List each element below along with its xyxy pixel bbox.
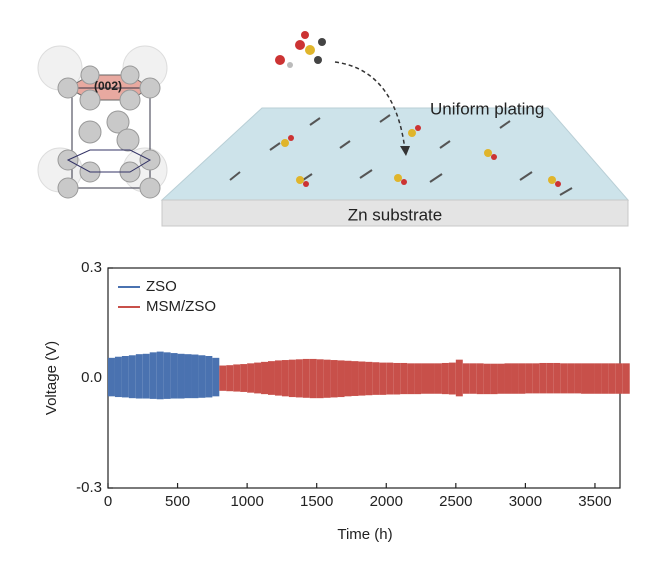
voltage-band <box>316 359 324 399</box>
voltage-band <box>121 356 129 398</box>
voltage-band <box>281 360 289 397</box>
voltage-band <box>622 363 630 394</box>
voltage-band <box>469 363 477 394</box>
voltage-band <box>414 363 422 395</box>
voltage-band <box>247 363 255 393</box>
voltage-band <box>553 362 561 394</box>
voltage-band <box>295 359 303 398</box>
x-tick-label: 1000 <box>230 493 263 510</box>
voltage-band <box>546 362 554 394</box>
y-axis-label: Voltage (V) <box>43 341 60 415</box>
voltage-band <box>608 363 616 394</box>
x-tick-label: 500 <box>165 493 190 510</box>
voltage-band <box>344 360 352 397</box>
voltage-band <box>441 362 449 395</box>
arrow-head <box>400 146 410 156</box>
voltage-band <box>156 351 164 400</box>
voltage-band <box>615 363 623 394</box>
voltage-band <box>261 361 268 395</box>
y-tick-label: 0.0 <box>81 369 102 386</box>
voltage-band <box>581 363 588 394</box>
voltage-band <box>268 361 275 395</box>
voltage-band <box>588 363 595 394</box>
voltage-band <box>476 363 484 395</box>
voltage-band <box>462 363 470 394</box>
voltage-band <box>254 362 262 394</box>
x-tick-label: 2000 <box>370 493 403 510</box>
x-tick-label: 1500 <box>300 493 333 510</box>
voltage-band <box>421 363 428 394</box>
voltage-band <box>240 364 248 392</box>
voltage-band <box>497 363 505 394</box>
voltage-band <box>191 354 199 399</box>
voltage-band <box>490 363 498 395</box>
voltage-band <box>149 352 157 399</box>
voltage-band <box>560 363 568 394</box>
voltage-band <box>400 362 408 395</box>
voltage-band <box>532 363 540 394</box>
voltage-band <box>330 360 338 398</box>
voltage-band <box>205 356 213 398</box>
voltage-band <box>274 360 282 396</box>
voltage-band <box>434 363 442 394</box>
voltage-band <box>525 363 533 394</box>
substrate-label: Zn substrate <box>348 205 443 224</box>
legend-label: MSM/ZSO <box>146 298 216 315</box>
voltage-band <box>428 363 435 394</box>
y-tick-label: 0.3 <box>81 259 102 276</box>
voltage-band <box>393 362 401 395</box>
voltage-band <box>323 359 331 398</box>
voltage-band <box>198 355 206 398</box>
voltage-band <box>511 363 519 394</box>
x-tick-label: 3000 <box>509 493 542 510</box>
voltage-band <box>170 353 178 399</box>
x-axis-label: Time (h) <box>337 526 392 543</box>
plane-label: (002) <box>94 79 122 93</box>
voltage-band <box>135 354 143 399</box>
voltage-band <box>226 365 234 392</box>
voltage-band <box>448 362 456 395</box>
voltage-band <box>358 361 366 396</box>
molecule <box>275 31 326 68</box>
voltage-band <box>142 353 150 399</box>
voltage-band <box>184 354 192 399</box>
voltage-band <box>233 364 241 392</box>
voltage-band <box>372 362 380 395</box>
plating-label: Uniform plating <box>430 99 544 118</box>
voltage-band <box>601 363 609 394</box>
voltage-band <box>379 362 387 395</box>
voltage-band <box>212 357 220 397</box>
voltage-band <box>518 363 526 394</box>
voltage-band <box>177 353 185 399</box>
voltage-band <box>504 363 512 394</box>
voltage-band <box>594 363 602 394</box>
crystal <box>37 45 168 199</box>
x-tick-label: 0 <box>104 493 112 510</box>
voltage-band <box>302 358 310 398</box>
voltage-band <box>309 358 317 399</box>
voltage-band <box>219 365 227 391</box>
voltage-band <box>163 352 171 399</box>
x-tick-label: 2500 <box>439 493 472 510</box>
voltage-band <box>108 357 115 397</box>
voltage-band <box>483 363 491 395</box>
voltage-band <box>288 359 296 398</box>
voltage-band <box>365 361 373 396</box>
voltage-band <box>386 362 394 395</box>
voltage-band <box>128 355 136 399</box>
legend-label: ZSO <box>146 278 177 295</box>
substrate <box>160 107 630 227</box>
y-tick-label: -0.3 <box>76 479 102 496</box>
voltage-band <box>567 363 575 394</box>
voltage-band <box>351 361 359 396</box>
voltage-band <box>337 360 345 398</box>
voltage-band <box>114 356 122 398</box>
voltage-band <box>574 363 582 394</box>
voltage-band <box>407 363 415 395</box>
voltage-band <box>539 362 547 394</box>
x-tick-label: 3500 <box>578 493 611 510</box>
arrow <box>334 61 406 151</box>
voltage-band <box>455 359 463 397</box>
